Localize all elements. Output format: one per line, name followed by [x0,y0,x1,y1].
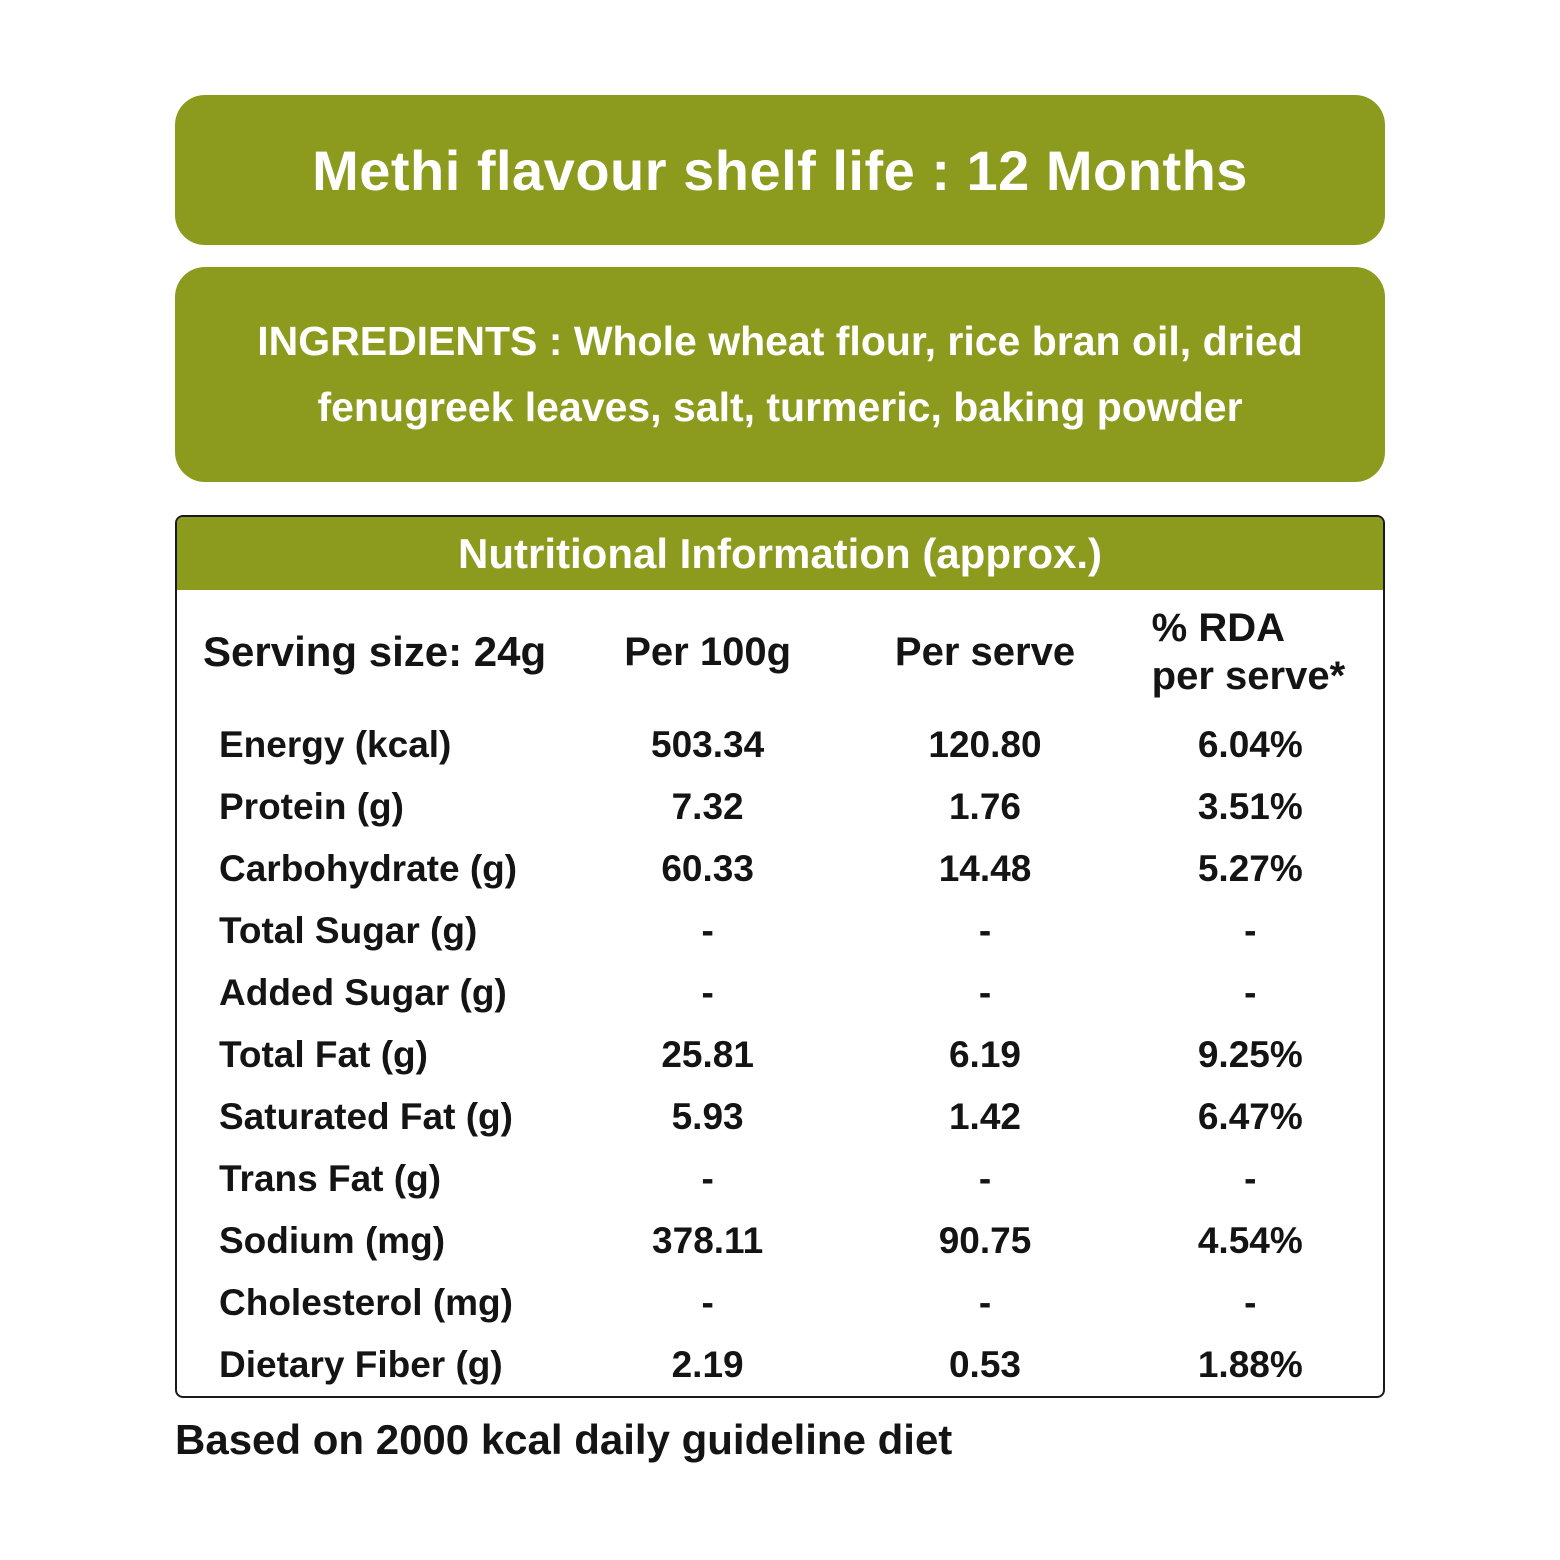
footer-note: Based on 2000 kcal daily guideline diet [175,1416,953,1463]
per-100g-value: 60.33 [661,848,754,889]
per-serve-value: 0.53 [948,1344,1021,1385]
per-serve-value: - [978,972,992,1013]
rda-value: 6.04% [1197,724,1303,765]
nutrient-label: Total Fat (g) [219,1034,428,1075]
per-serve-value: 6.19 [948,1034,1021,1075]
per-100g-value: - [701,972,714,1013]
table-row: Trans Fat (g) - - - [177,1148,1383,1210]
column-header-per-serve: Per serve [894,629,1076,674]
rda-value: 1.88% [1197,1344,1303,1385]
column-header-serving-size: Serving size: 24g [203,628,547,675]
rda-value: 9.25% [1197,1034,1303,1075]
per-serve-value: 120.80 [928,724,1042,765]
nutrient-label: Added Sugar (g) [219,972,507,1013]
table-row: Total Fat (g) 25.81 6.19 9.25% [177,1024,1383,1086]
column-header-per-100g: Per 100g [624,629,792,674]
nutrient-label: Protein (g) [219,786,404,827]
ingredients-text: INGREDIENTS : Whole wheat flour, rice br… [257,317,1303,430]
per-100g-value: 25.81 [661,1034,754,1075]
rda-value: 3.51% [1197,786,1303,827]
per-100g-value: 5.93 [671,1096,744,1137]
nutrition-table-header-row: Serving size: 24g Per 100g Per serve % R… [177,590,1383,714]
nutrition-label-page: Methi flavour shelf life : 12 Months ING… [175,0,1385,1464]
per-serve-value: - [978,910,992,951]
per-serve-value: 14.48 [938,848,1032,889]
table-row: Cholesterol (mg) - - - [177,1272,1383,1334]
table-row: Protein (g) 7.32 1.76 3.51% [177,776,1383,838]
nutrient-label: Total Sugar (g) [219,910,478,951]
shelf-life-banner: Methi flavour shelf life : 12 Months [175,95,1385,245]
per-100g-value: - [701,1282,714,1323]
column-header-rda-per-serve: % RDA per serve* [1151,606,1346,698]
nutrient-label: Dietary Fiber (g) [219,1344,503,1385]
rda-value: 5.27% [1197,848,1303,889]
rda-value: - [1244,1158,1257,1199]
nutrient-label: Energy (kcal) [219,724,452,765]
per-serve-value: 90.75 [938,1220,1032,1261]
nutrition-table-title-text: Nutritional Information (approx.) [458,529,1102,577]
rda-value: - [1244,910,1257,951]
table-row: Sodium (mg) 378.11 90.75 4.54% [177,1210,1383,1272]
per-100g-value: - [701,910,714,951]
per-serve-value: - [978,1282,992,1323]
per-100g-value: 378.11 [652,1220,764,1261]
rda-value: 4.54% [1197,1220,1303,1261]
nutrient-label: Trans Fat (g) [219,1158,442,1199]
table-row: Added Sugar (g) - - - [177,962,1383,1024]
table-row: Total Sugar (g) - - - [177,900,1383,962]
per-serve-value: 1.76 [948,786,1021,827]
table-row: Carbohydrate (g) 60.33 14.48 5.27% [177,838,1383,900]
rda-value: - [1244,972,1257,1013]
nutrition-rows-body: Energy (kcal) 503.34 120.80 6.04% Protei… [177,714,1383,1396]
per-100g-value: - [701,1158,714,1199]
rda-value: - [1244,1282,1257,1323]
per-serve-value: - [978,1158,992,1199]
shelf-life-text: Methi flavour shelf life : 12 Months [312,138,1248,202]
nutrient-label: Cholesterol (mg) [219,1282,513,1323]
rda-value: 6.47% [1197,1096,1303,1137]
table-row: Energy (kcal) 503.34 120.80 6.04% [177,714,1383,776]
nutrient-label: Saturated Fat (g) [219,1096,513,1137]
per-100g-value: 503.34 [651,724,765,765]
ingredients-banner: INGREDIENTS : Whole wheat flour, rice br… [175,267,1385,482]
per-100g-value: 7.32 [671,786,744,827]
table-row: Dietary Fiber (g) 2.19 0.53 1.88% [177,1334,1383,1396]
nutrient-label: Carbohydrate (g) [219,848,518,889]
per-100g-value: 2.19 [671,1344,744,1385]
table-row: Saturated Fat (g) 5.93 1.42 6.47% [177,1086,1383,1148]
nutrient-label: Sodium (mg) [219,1220,446,1261]
per-serve-value: 1.42 [948,1096,1021,1137]
nutrition-table-title: Nutritional Information (approx.) [177,517,1383,590]
nutrition-table: Nutritional Information (approx.) Servin… [175,515,1385,1398]
